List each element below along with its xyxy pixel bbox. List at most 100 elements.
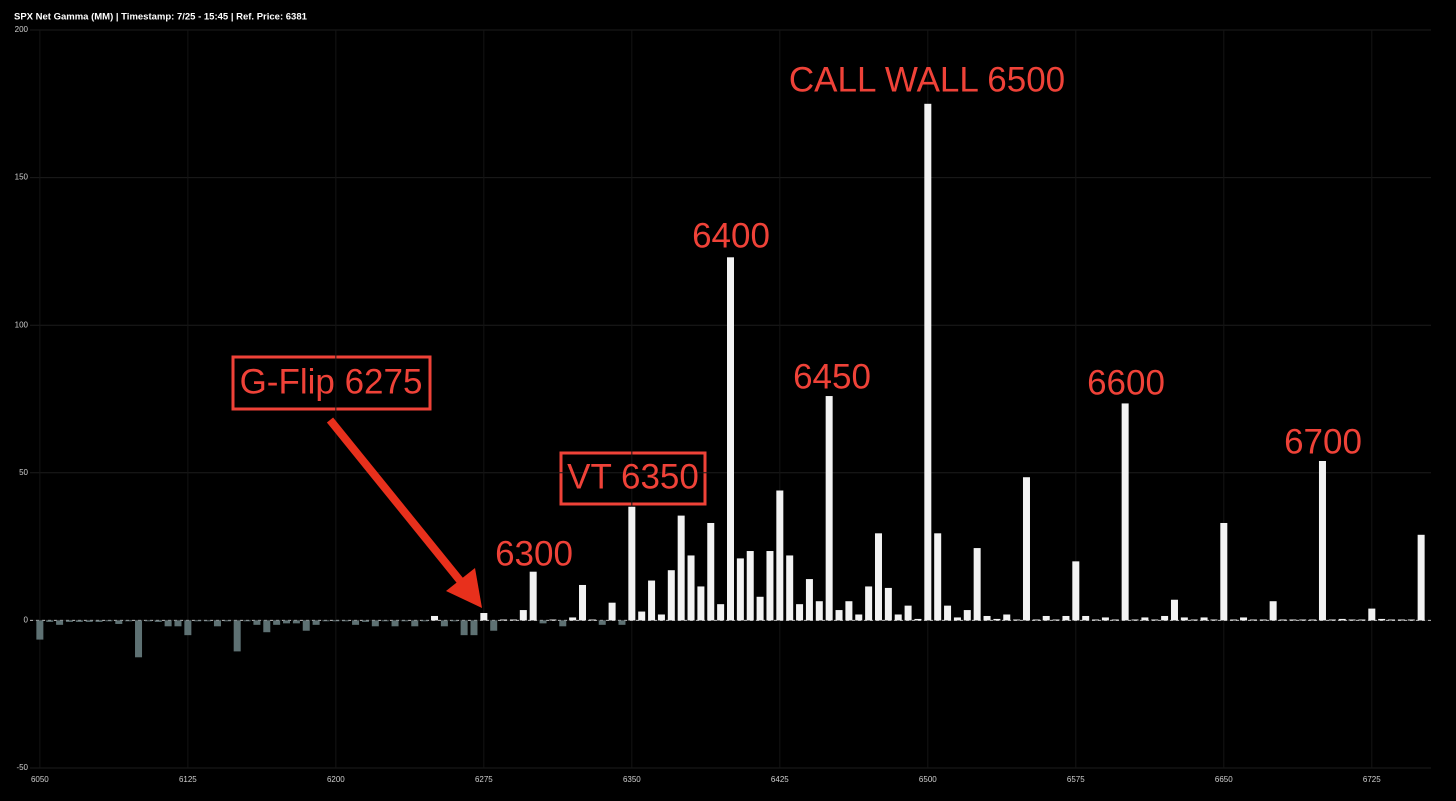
bar [1348,619,1356,621]
bar [194,620,202,622]
bar [519,610,527,621]
bar [1240,617,1248,621]
bar [1022,477,1030,621]
bar [1378,618,1386,621]
bar [490,620,498,631]
arrow-head [446,568,482,608]
bar [1003,614,1011,621]
bar [233,620,241,652]
bar [352,620,360,625]
annotation-box [231,355,432,411]
y-tick-label: 0 [24,616,29,625]
bar [371,620,379,627]
bar [36,620,44,640]
bar [1190,619,1198,621]
bar [115,620,123,624]
x-tick-label: 6725 [1363,775,1381,784]
bar [243,620,251,622]
y-tick-label: 100 [15,320,29,329]
bar [263,620,271,633]
y-tick-label: 50 [19,468,28,477]
bar [805,579,813,621]
x-tick-label: 6650 [1215,775,1233,784]
bar [934,533,942,621]
bar [618,620,626,625]
bar [46,620,54,622]
x-tick-label: 6350 [623,775,641,784]
bar [85,620,93,622]
bar [953,617,961,621]
bar [707,522,715,621]
bar [1141,617,1149,621]
x-tick-label: 6050 [31,775,49,784]
bar [963,610,971,621]
bar [431,615,439,621]
bar [1032,619,1040,621]
bar [1111,619,1119,621]
bar [421,620,429,622]
bar [1072,561,1080,621]
bar [1279,619,1287,621]
bar [292,620,300,624]
annotation-box [559,451,707,506]
bar [1368,608,1376,621]
bar [391,620,399,627]
bar [746,551,754,621]
annotation: VT 6350 [567,457,699,496]
bar [312,620,320,625]
bar [283,620,291,624]
bar [135,620,143,658]
bar [411,620,419,627]
bar [588,619,596,621]
bar [598,620,606,625]
bar [1328,619,1336,621]
bar [687,555,695,621]
bar [144,620,152,622]
bar [1309,619,1317,621]
x-tick-label: 6425 [771,775,789,784]
y-tick-label: 200 [15,25,29,34]
bar [776,490,784,621]
bar [569,617,577,621]
bar [154,620,162,622]
bar [539,620,547,624]
bar [509,619,517,621]
bar [1062,615,1070,621]
x-tick-label: 6500 [919,775,937,784]
bar [1151,619,1159,621]
bar [381,620,389,622]
annotation: 6450 [793,357,871,396]
bar [361,620,369,622]
bar [1230,619,1238,621]
annotation: 6300 [495,534,573,573]
bar [500,619,508,621]
bar [174,620,182,627]
bar [1407,619,1415,621]
bar [667,570,675,621]
bar [1042,615,1050,621]
bar [845,601,853,621]
bar [756,596,764,621]
bar [657,614,665,621]
x-tick-label: 6275 [475,775,493,784]
bar [401,620,409,622]
bar [924,103,932,621]
bar [302,620,310,631]
bar [213,620,221,627]
bar [993,618,1001,621]
bar [1013,619,1021,621]
bar [697,586,705,621]
bar [529,571,537,621]
bar [470,620,478,636]
bar [677,515,685,621]
bar [164,620,172,627]
bar [1289,619,1297,621]
bar [460,620,468,636]
arrow-shaft [326,417,470,591]
bar [865,586,873,621]
bar [904,605,912,621]
bar [1170,599,1178,621]
bar [1210,619,1218,621]
bar [796,604,804,621]
